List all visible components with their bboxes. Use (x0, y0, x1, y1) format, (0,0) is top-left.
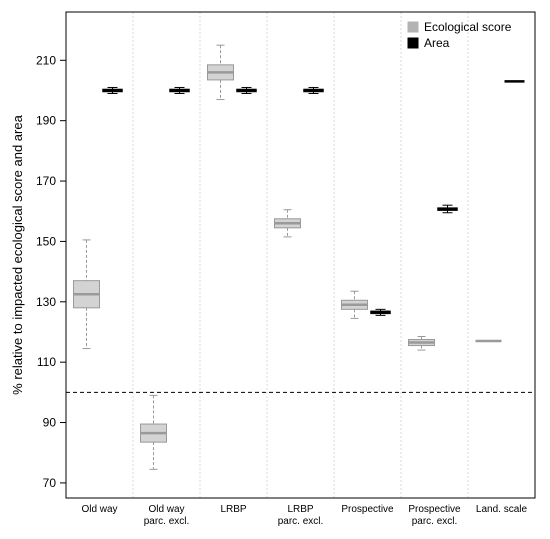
x-category-label: parc. excl. (278, 516, 324, 527)
y-tick-label: 170 (36, 174, 56, 188)
legend-label-area: Area (424, 36, 450, 50)
x-category-label: parc. excl. (412, 516, 458, 527)
y-axis-label: % relative to impacted ecological score … (10, 114, 25, 394)
area-box (236, 86, 257, 95)
y-tick-label: 130 (36, 295, 56, 309)
x-category-label: Old way (81, 504, 117, 515)
plot-frame (65, 11, 536, 499)
legend-label-ecological-score: Ecological score (424, 20, 512, 34)
x-category-label: LRBP (220, 504, 246, 515)
ecological-score-box (140, 394, 167, 470)
y-tick-label: 150 (36, 234, 56, 248)
ecological-score-box (73, 239, 100, 350)
ecological-score-box (341, 290, 368, 319)
box-plots (73, 44, 525, 470)
x-category-label: LRBP (287, 504, 313, 515)
x-category-label: Prospective (341, 504, 394, 515)
ecological-score-box (274, 209, 301, 238)
legend: Ecological score Area (407, 20, 512, 50)
ecological-score-box (207, 44, 234, 101)
y-tick-label: 90 (43, 416, 57, 430)
area-box (102, 86, 123, 95)
y-axis: 70 90 110 130 150 170 190 210 (36, 53, 66, 490)
area-box (169, 86, 190, 95)
area-box (303, 86, 324, 95)
y-tick-label: 210 (36, 53, 56, 67)
y-tick-label: 190 (36, 114, 56, 128)
x-category-label: parc. excl. (144, 516, 190, 527)
category-separators (132, 12, 469, 498)
area-box (370, 308, 391, 316)
x-category-label: Land. scale (476, 504, 528, 515)
legend-swatch-ecological-score (407, 21, 419, 33)
x-category-label: Old way (148, 504, 184, 515)
x-category-label: Prospective (408, 504, 461, 515)
y-tick-label: 110 (37, 355, 56, 369)
y-tick-label: 70 (43, 476, 57, 490)
legend-swatch-area (407, 37, 419, 49)
area-box (437, 204, 458, 214)
ecological-score-box (408, 336, 435, 351)
